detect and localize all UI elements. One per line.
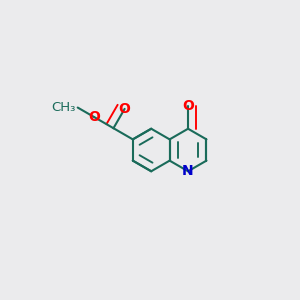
Text: CH₃: CH₃ <box>52 101 76 114</box>
Text: N: N <box>182 164 194 178</box>
Text: O: O <box>119 102 130 116</box>
Text: O: O <box>182 99 194 113</box>
Text: O: O <box>88 110 100 124</box>
